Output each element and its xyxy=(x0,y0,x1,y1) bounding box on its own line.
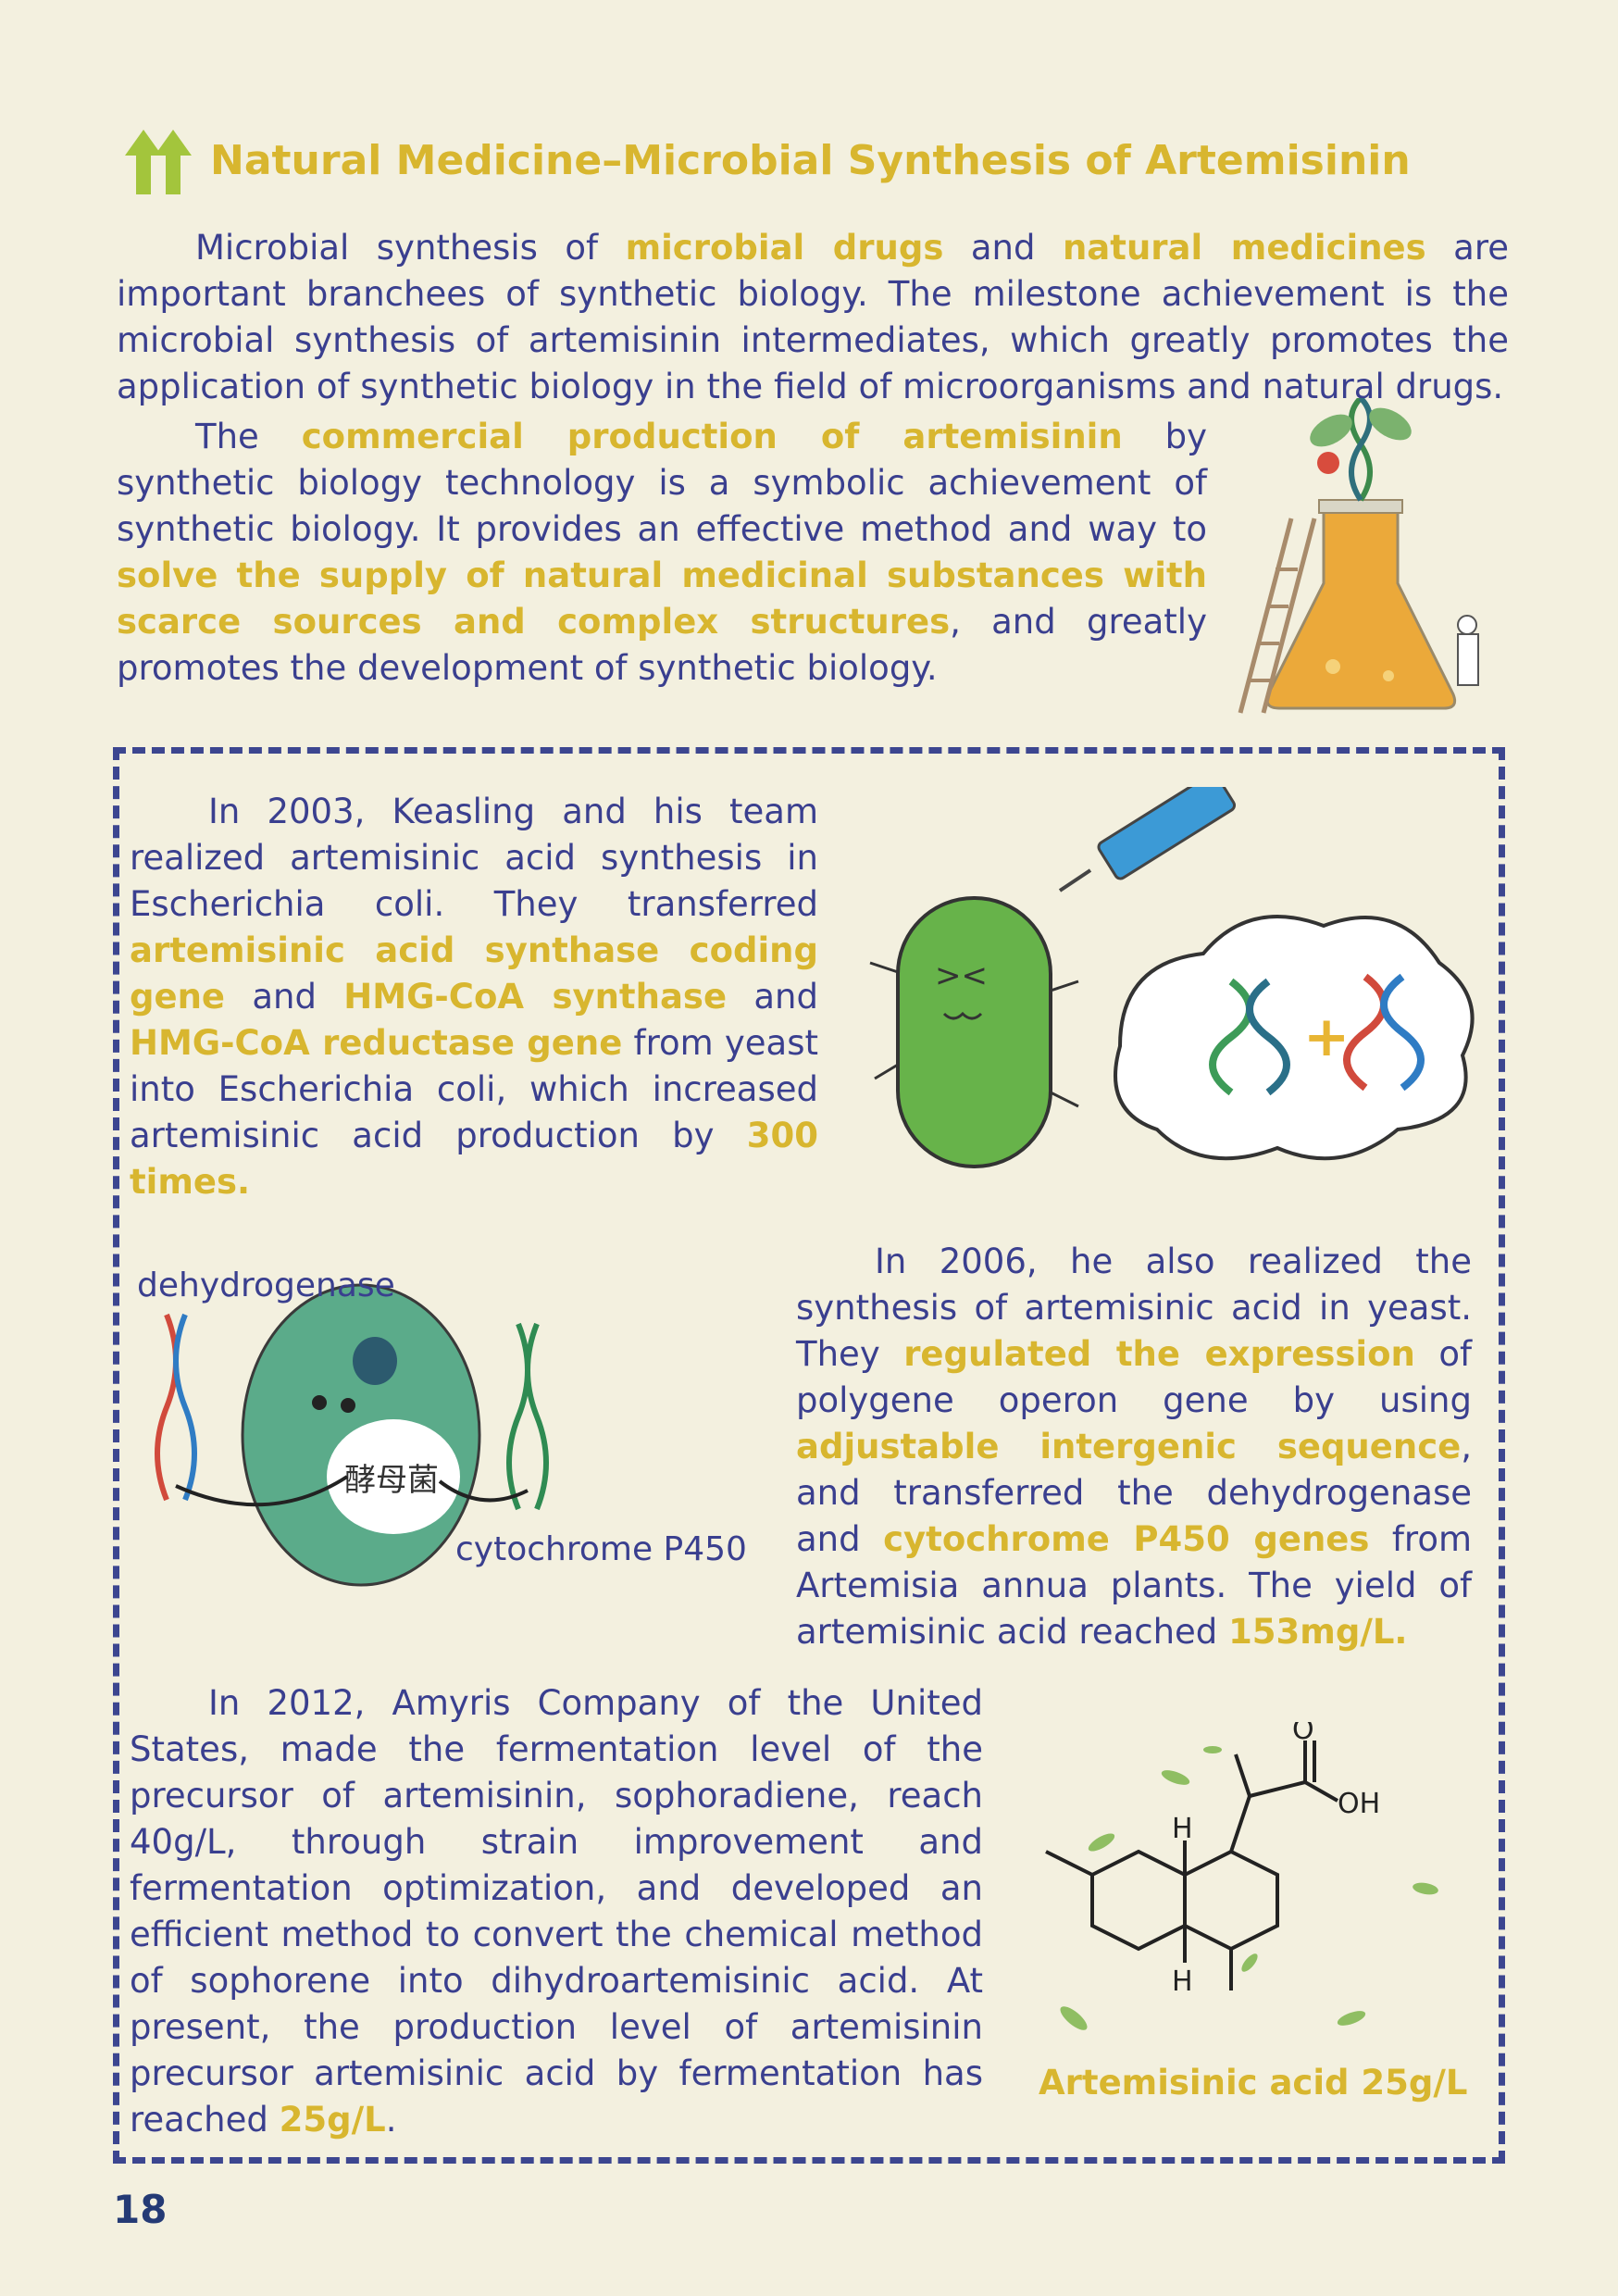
highlight-text: cytochrome P450 genes xyxy=(883,1519,1370,1559)
body-text: and xyxy=(943,228,1063,268)
body-text: of polygene operon gene by using xyxy=(796,1334,1472,1420)
highlight-text: 153mg/L. xyxy=(1228,1612,1408,1652)
body-text: . xyxy=(385,2100,397,2140)
body-text: from Artemisia annua plants. The yield o… xyxy=(796,1519,1472,1652)
body-text: from yeast into Escherichia coli, which … xyxy=(130,1023,818,1155)
body-text: and xyxy=(225,977,344,1017)
body-text: In 2012, Amyris Company of the United St… xyxy=(130,1683,983,2140)
up-arrow-icon xyxy=(125,130,192,194)
page-title: Natural Medicine–Microbial Synthesis of … xyxy=(210,137,1411,184)
flask-icon xyxy=(1238,398,1479,714)
highlight-text: commercial production of artemisinin xyxy=(301,417,1123,456)
highlight-text: adjustable intergenic sequence xyxy=(796,1427,1462,1466)
body-text: , and greatly promotes the development o… xyxy=(117,602,1207,688)
intro-paragraph-1: Microbial synthesis of microbial drugs a… xyxy=(117,225,1509,410)
svg-text:H: H xyxy=(1172,1965,1193,1998)
body-text: are important branchees of synthetic bio… xyxy=(117,228,1509,406)
body-text: by synthetic biology technology is a sym… xyxy=(117,417,1207,549)
highlight-text: HMG-CoA reductase gene xyxy=(130,1023,623,1063)
svg-text:酵母菌: 酵母菌 xyxy=(344,1462,439,1499)
body-text: Microbial synthesis of xyxy=(195,228,626,268)
dehydrogenase-label: dehydrogenase xyxy=(137,1267,395,1304)
svg-text:H: H xyxy=(1172,1813,1193,1845)
paragraph-2003: In 2003, Keasling and his team realized … xyxy=(130,789,818,1205)
highlight-text: microbial drugs xyxy=(625,228,944,268)
bacteria-icon: >< + xyxy=(869,787,1475,1168)
body-text: The xyxy=(195,417,302,456)
cytochrome-label: cytochrome P450 xyxy=(455,1530,747,1568)
body-text: In 2006, he also realized the synthesis … xyxy=(796,1242,1472,1374)
svg-text:><: >< xyxy=(935,957,988,994)
body-text: and xyxy=(727,977,818,1017)
history-box xyxy=(113,747,1505,2164)
highlight-text: artemisinic acid synthase coding gene xyxy=(130,930,818,1017)
highlight-text: HMG-CoA synthase xyxy=(343,977,728,1017)
svg-text:+: + xyxy=(1303,1004,1350,1069)
leaf-icon xyxy=(1060,1746,1438,2030)
intro-paragraph-2: The commercial production of artemisinin… xyxy=(117,414,1207,692)
highlight-text: regulated the expression xyxy=(903,1334,1415,1374)
highlight-text: solve the supply of natural medicinal su… xyxy=(117,555,1207,642)
paragraph-2006: In 2006, he also realized the synthesis … xyxy=(796,1239,1472,1655)
svg-text:O: O xyxy=(1292,1722,1314,1746)
highlight-text: 25g/L xyxy=(279,2100,386,2140)
yeast-cell-icon: 酵母菌 xyxy=(155,1283,549,1587)
section-title: Natural Medicine–Microbial Synthesis of … xyxy=(125,130,1532,194)
molecule-caption: Artemisinic acid 25g/L xyxy=(1039,2063,1468,2103)
highlight-text: 300 times. xyxy=(130,1116,818,1202)
svg-text:OH: OH xyxy=(1338,1788,1380,1820)
molecule-icon: O OH H H xyxy=(1045,1722,1438,2030)
syringe-icon xyxy=(1058,787,1237,892)
paragraph-2012: In 2012, Amyris Company of the United St… xyxy=(130,1680,983,2143)
body-text: In 2003, Keasling and his team realized … xyxy=(130,792,818,924)
page-number: 18 xyxy=(113,2187,168,2232)
highlight-text: natural medicines xyxy=(1062,228,1426,268)
body-text: , and transferred the dehydrogenase and xyxy=(796,1427,1472,1559)
